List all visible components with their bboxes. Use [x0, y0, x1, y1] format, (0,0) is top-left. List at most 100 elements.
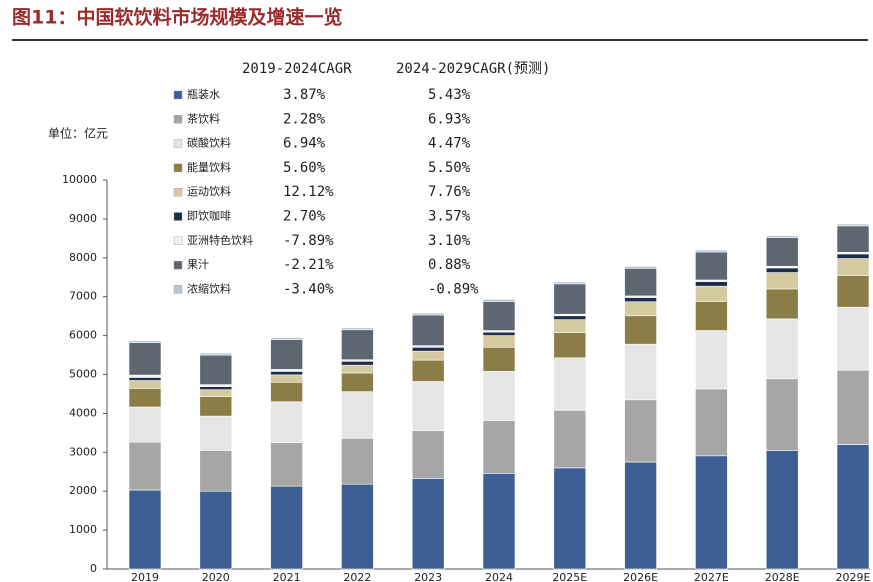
cagr-value: 5.50% — [428, 160, 471, 176]
y-tick-label: 1000 — [69, 523, 97, 536]
bar-segment — [270, 371, 303, 376]
bar-segment — [695, 249, 728, 253]
bar-segment — [482, 299, 516, 302]
bar-segment — [270, 339, 303, 370]
bar-segment — [624, 297, 657, 303]
bar-segment — [695, 455, 728, 570]
legend-label: 碳酸饮料 — [187, 136, 231, 150]
bar-segment — [341, 372, 374, 392]
bar-segment — [624, 268, 657, 297]
y-tick-label: 7000 — [69, 290, 97, 303]
x-tick-label: 2020 — [202, 571, 230, 582]
legend-swatch — [173, 90, 183, 100]
bar-segment — [765, 235, 799, 238]
bar-segment — [199, 450, 233, 492]
cagr-header: 2024-2029CAGR(预测) — [396, 61, 550, 77]
bar-segment — [836, 306, 870, 371]
legend-swatch — [173, 260, 183, 270]
cagr-value: 6.93% — [428, 111, 471, 127]
x-tick-label: 2021 — [273, 571, 301, 582]
cagr-value: 4.47% — [428, 136, 471, 152]
bar-segment — [482, 335, 516, 348]
bar-segment — [695, 251, 728, 281]
legend-swatch — [173, 115, 183, 124]
bar-segment — [199, 490, 233, 570]
bar-segment — [199, 352, 233, 356]
bar-segment — [695, 301, 728, 331]
bar-segment — [199, 386, 233, 390]
bar-segment — [199, 396, 233, 417]
legend-swatch — [173, 163, 183, 173]
bar-segment — [199, 389, 233, 397]
bar-segment — [270, 381, 303, 403]
y-tick-label: 9000 — [69, 212, 97, 225]
bar-segment — [341, 391, 374, 439]
bar-segment — [482, 371, 516, 421]
cagr-value: 12.12% — [283, 184, 334, 200]
bar-segment — [411, 314, 445, 347]
bar-segment — [128, 340, 162, 343]
x-tick-label: 2025E — [552, 571, 587, 582]
bar-segment — [624, 315, 657, 345]
bar-segment — [695, 285, 728, 302]
legend-label: 亚洲特色饮料 — [187, 233, 253, 247]
y-tick-label: 2000 — [69, 484, 97, 497]
bar-segment — [341, 327, 374, 331]
cagr-value: 2.28% — [283, 111, 326, 127]
cagr-value: 5.60% — [283, 160, 326, 176]
bar-segment — [836, 444, 870, 570]
bar-segment — [411, 346, 445, 352]
cagr-value: 7.76% — [428, 184, 471, 200]
bar-segment — [411, 430, 445, 479]
bar-segment — [341, 437, 374, 485]
bar-segment — [411, 381, 445, 431]
bar-segment — [128, 374, 162, 378]
x-tick-label: 2026E — [623, 571, 658, 582]
chart-title: 图11：中国软饮料市场规模及增速一览 — [12, 6, 342, 29]
bar-segment — [553, 467, 587, 570]
bar-segment — [482, 473, 516, 570]
bar-segment — [199, 354, 233, 385]
legend-swatch — [173, 139, 183, 148]
bar-segment — [482, 301, 516, 331]
bar-segment — [624, 461, 657, 570]
bar-segment — [553, 315, 587, 320]
bar-segment — [270, 401, 303, 443]
x-tick-label: 2022 — [343, 571, 371, 582]
x-tick-label: 2024 — [485, 571, 513, 582]
legend-label: 即饮咖啡 — [187, 209, 231, 223]
bar-segment — [128, 489, 162, 570]
cagr-value: 2.70% — [283, 209, 326, 225]
bar-segment — [270, 485, 303, 570]
bar-segment — [624, 343, 657, 401]
y-tick-label: 10000 — [62, 173, 97, 186]
bar-segment — [411, 312, 445, 316]
bar-segment — [836, 369, 870, 445]
legend-swatch — [173, 285, 183, 294]
bar-segment — [411, 478, 445, 570]
x-tick-label: 2019 — [131, 571, 159, 582]
bar-segment — [411, 359, 445, 382]
bar-segment — [128, 377, 162, 381]
x-tick-label: 2028E — [765, 571, 800, 582]
bar-segment — [765, 267, 799, 273]
bar-segment — [199, 415, 233, 451]
bar-segment — [482, 420, 516, 474]
legend-swatch — [173, 236, 183, 246]
legend-label: 浓缩饮料 — [187, 281, 231, 295]
bar-segment — [765, 288, 799, 320]
bar-segment — [482, 346, 516, 372]
bar-segment — [128, 406, 162, 443]
bar-segment — [553, 332, 587, 359]
bar-segment — [624, 266, 657, 269]
bar-segment — [411, 350, 445, 361]
legend-swatch — [173, 212, 183, 221]
bar-segment — [836, 223, 870, 227]
bar-segment — [341, 360, 374, 366]
bar-segment — [765, 318, 799, 380]
cagr-value: 6.94% — [283, 136, 326, 152]
legend-label: 能量饮料 — [187, 160, 231, 174]
cagr-value: 0.88% — [428, 257, 471, 273]
bar-segment — [553, 319, 587, 333]
x-tick-label: 2023 — [414, 571, 442, 582]
